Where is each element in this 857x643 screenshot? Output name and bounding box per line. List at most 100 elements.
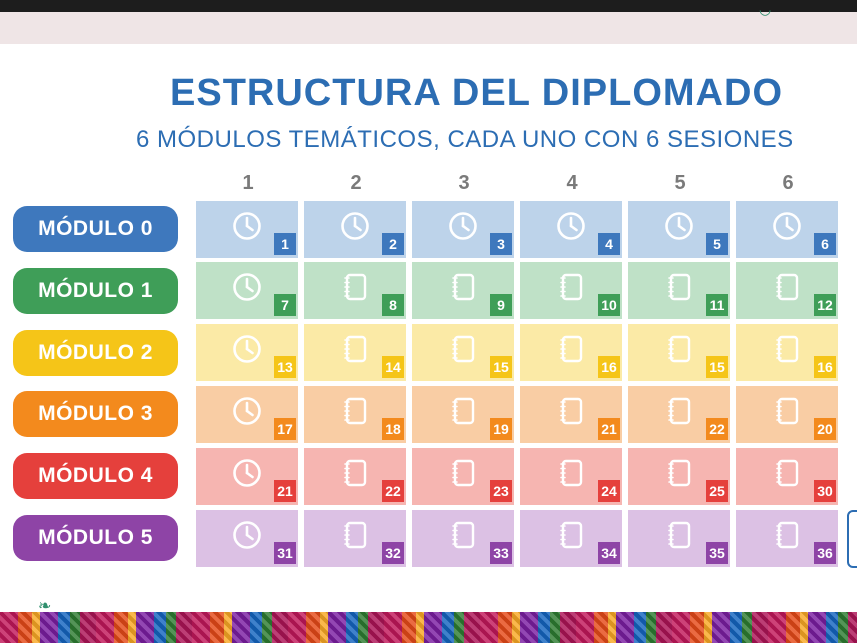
session-cell: 16 [520,324,622,381]
session-cell: 32 [304,510,406,567]
session-cell: 19 [412,386,514,443]
clock-icon [664,211,694,241]
session-number-badge: 10 [598,294,620,316]
page-title: ESTRUCTURA DEL DIPLOMADO [170,72,783,114]
notebook-icon [448,272,478,302]
session-cell: 7 [196,262,298,319]
notebook-icon [556,396,586,426]
session-cell: 18 [304,386,406,443]
session-cell: 22 [628,386,730,443]
session-cell: 10 [520,262,622,319]
session-cell: 20 [736,386,838,443]
session-number-badge: 18 [382,418,404,440]
session-cell: 30 [736,448,838,505]
notebook-icon [556,458,586,488]
notebook-icon [340,396,370,426]
notebook-icon [664,272,694,302]
session-number-badge: 35 [706,542,728,564]
notebook-icon [664,520,694,550]
notebook-icon [340,520,370,550]
edge-tab [847,510,857,568]
module-4-label: MÓDULO 4 [13,453,178,499]
notebook-icon [772,520,802,550]
session-number-badge: 30 [814,480,836,502]
session-number-badge: 6 [814,233,836,255]
notebook-icon [340,458,370,488]
session-cell: 12 [736,262,838,319]
session-cell: 24 [520,448,622,505]
session-cell: 35 [628,510,730,567]
clock-icon [232,458,262,488]
column-header-2: 2 [350,172,362,194]
session-number-badge: 25 [706,480,728,502]
session-number-badge: 9 [490,294,512,316]
session-cell: 21 [520,386,622,443]
session-number-badge: 15 [706,356,728,378]
clock-icon [232,520,262,550]
module-3-label: MÓDULO 3 [13,391,178,437]
session-cell: 31 [196,510,298,567]
notebook-icon [556,272,586,302]
session-number-badge: 21 [598,418,620,440]
notebook-icon [340,272,370,302]
session-number-badge: 23 [490,480,512,502]
session-cell: 15 [628,324,730,381]
session-cell: 2 [304,201,406,258]
session-number-badge: 21 [274,480,296,502]
session-cell: 5 [628,201,730,258]
notebook-icon [772,396,802,426]
session-cell: 33 [412,510,514,567]
session-number-badge: 5 [706,233,728,255]
session-number-badge: 20 [814,418,836,440]
clock-icon [448,211,478,241]
notebook-icon [664,334,694,364]
session-number-badge: 32 [382,542,404,564]
session-number-badge: 16 [814,356,836,378]
session-number-badge: 22 [706,418,728,440]
notebook-icon [772,458,802,488]
session-cell: 1 [196,201,298,258]
notebook-icon [448,334,478,364]
session-cell: 9 [412,262,514,319]
session-cell: 22 [304,448,406,505]
session-number-badge: 16 [598,356,620,378]
textile-pattern-border [0,612,857,643]
session-number-badge: 24 [598,480,620,502]
session-number-badge: 12 [814,294,836,316]
session-cell: 6 [736,201,838,258]
session-number-badge: 2 [382,233,404,255]
notebook-icon [448,520,478,550]
clock-icon [556,211,586,241]
session-number-badge: 7 [274,294,296,316]
column-header-5: 5 [674,172,686,194]
session-cell: 15 [412,324,514,381]
session-number-badge: 1 [274,233,296,255]
module-0-label: MÓDULO 0 [13,206,178,252]
leaf-decoration-icon: ❧ [38,598,52,615]
session-number-badge: 22 [382,480,404,502]
session-cell: 14 [304,324,406,381]
clock-icon [232,211,262,241]
session-cell: 17 [196,386,298,443]
column-header-6: 6 [782,172,794,194]
clock-icon [232,334,262,364]
top-letterbox-bar [0,0,857,12]
session-cell: 36 [736,510,838,567]
session-cell: 16 [736,324,838,381]
session-number-badge: 15 [490,356,512,378]
session-number-badge: 13 [274,356,296,378]
column-header-4: 4 [566,172,578,194]
session-cell: 25 [628,448,730,505]
session-number-badge: 34 [598,542,620,564]
notebook-icon [772,272,802,302]
column-header-1: 1 [242,172,254,194]
session-number-badge: 17 [274,418,296,440]
session-number-badge: 11 [706,294,728,316]
notebook-icon [556,334,586,364]
session-cell: 4 [520,201,622,258]
notebook-icon [664,458,694,488]
module-5-label: MÓDULO 5 [13,515,178,561]
session-number-badge: 8 [382,294,404,316]
notebook-icon [448,458,478,488]
session-number-badge: 33 [490,542,512,564]
